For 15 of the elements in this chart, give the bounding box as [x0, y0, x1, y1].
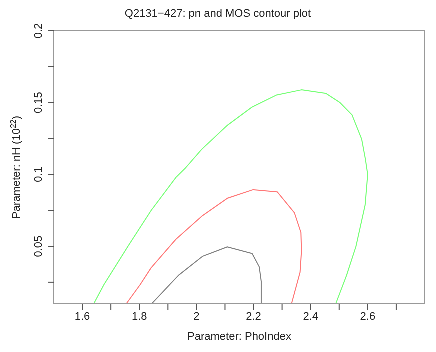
- x-tick-label: 2: [194, 310, 200, 323]
- x-tick-label: 2.2: [246, 310, 262, 323]
- x-tick-label: 1.8: [132, 310, 148, 323]
- chart-title: Q2131−427: pn and MOS contour plot: [124, 8, 312, 22]
- line-series: [93, 90, 368, 304]
- y-tick-label: 0.15: [33, 92, 45, 114]
- x-tick-label: 1.6: [74, 310, 90, 323]
- x-tick-label: 2.4: [303, 310, 318, 323]
- x-tick-label: 2.6: [360, 310, 376, 323]
- line-series: [126, 189, 302, 304]
- y-tick-label: 0.05: [33, 236, 45, 258]
- y-tick-label: 0.2: [33, 23, 45, 39]
- y-tick-label: 0.1: [33, 167, 45, 182]
- line-series: [151, 246, 262, 304]
- x-axis-title: Parameter: PhoIndex: [188, 331, 292, 343]
